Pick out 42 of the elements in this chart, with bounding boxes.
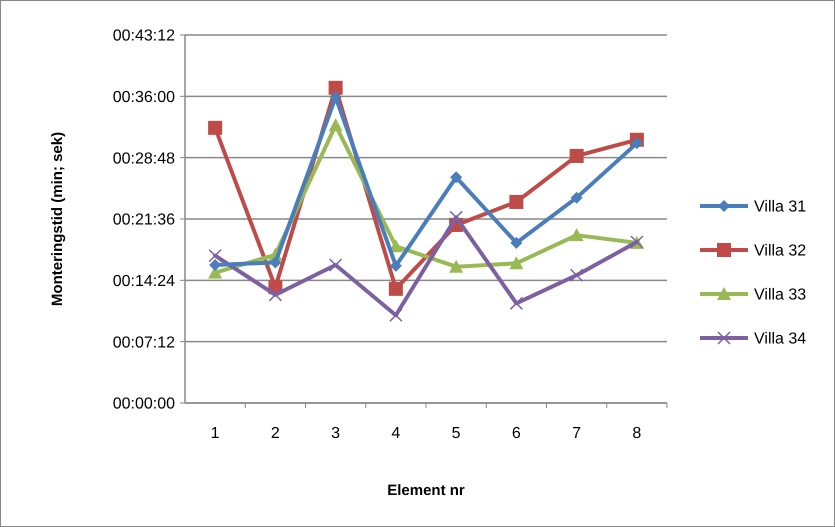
point [268,288,282,302]
point [208,120,222,135]
y-tick-label: 00:00:00 [112,396,176,413]
y-tick-label: 00:28:48 [112,150,176,168]
y-tick-label: 00:07:12 [112,334,176,352]
x-tick-label: 6 [512,425,521,442]
point [389,308,403,322]
x-tick-label: 1 [210,425,220,442]
point [509,194,524,209]
point [449,210,463,224]
point [328,258,342,272]
point [510,296,524,310]
point [570,268,584,282]
point [449,260,464,273]
x-axis-title: Element nr [387,482,465,499]
x-tick-label: 7 [572,425,582,442]
y-axis-title: Monteringstid (min; sek) [49,132,66,306]
legend-label: Villa 34 [754,330,806,348]
point [388,282,403,296]
point [390,260,402,272]
point [328,80,343,95]
point [570,228,584,242]
x-tick-label: 8 [632,425,642,442]
legend-label: Villa 33 [754,286,806,304]
point [630,137,643,150]
point [510,236,522,249]
point [570,148,584,163]
y-tick-label: 00:43:12 [112,28,176,45]
point [509,256,524,270]
y-tick-label: 00:36:00 [112,88,176,106]
x-tick-label: 5 [452,425,461,442]
y-tick-label: 00:21:36 [112,212,176,229]
legend-label: Villa 31 [754,198,806,216]
x-tick-label: 2 [270,425,280,442]
point [328,118,343,132]
legend-label: Villa 32 [754,242,806,260]
point [570,192,583,204]
x-tick-label: 3 [331,425,340,442]
point [450,171,462,184]
y-tick-label: 00:14:24 [112,272,176,290]
point [208,248,222,262]
x-tick-label: 4 [391,425,400,442]
